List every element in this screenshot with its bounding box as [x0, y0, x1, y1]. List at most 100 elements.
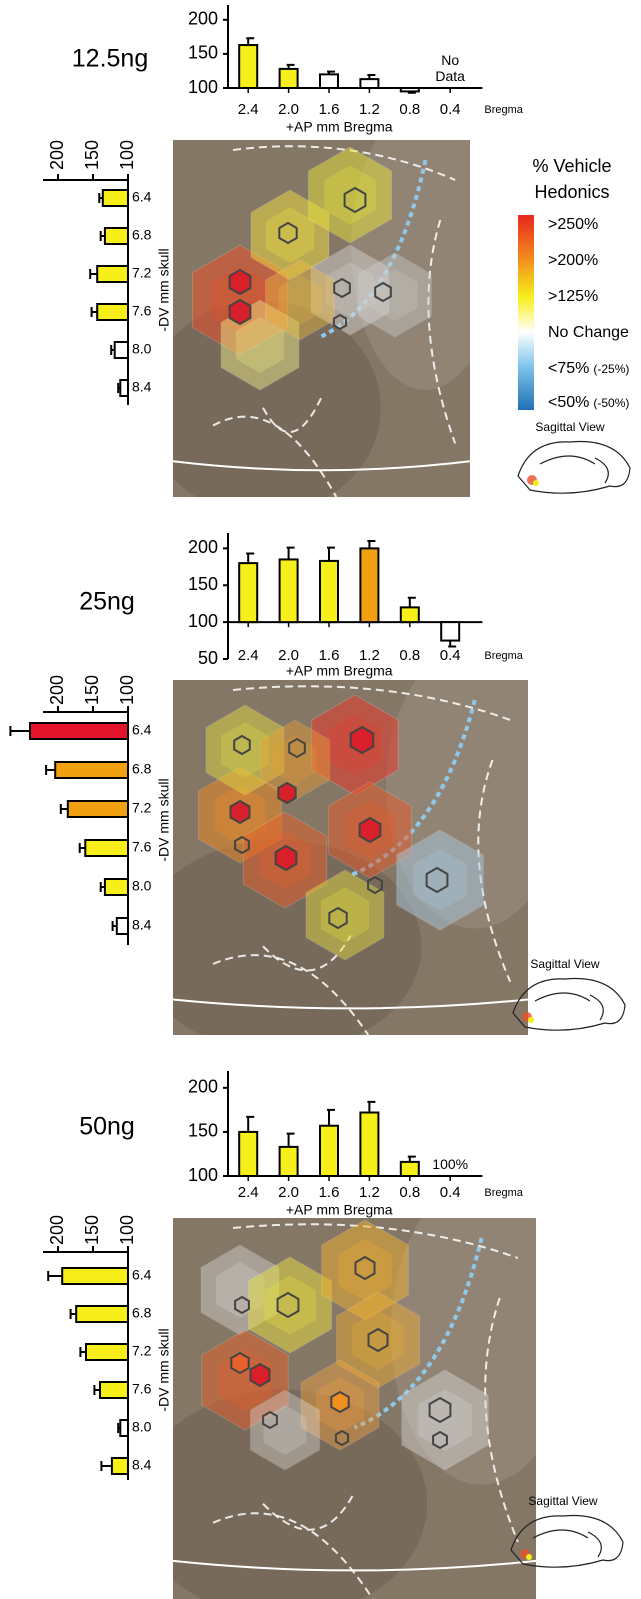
y-tick-label: 100 — [188, 1165, 218, 1185]
annotation: 100% — [426, 1156, 474, 1172]
sagittal-brain — [535, 993, 603, 1020]
y-tick-label: 8.4 — [132, 917, 152, 933]
y-tick-label: 7.2 — [132, 1343, 152, 1359]
site-center — [351, 727, 374, 753]
bar — [55, 762, 128, 778]
x-tick-label: 0.4 — [440, 1184, 461, 1201]
bar — [441, 622, 459, 640]
y-tick-label: 6.4 — [132, 1267, 152, 1283]
legend-label: <75% — [548, 360, 589, 377]
error-bar — [367, 541, 375, 548]
bar — [401, 1162, 419, 1176]
bar — [97, 266, 128, 282]
x-tick-label: 0.8 — [399, 647, 420, 664]
y-tick-label: 7.2 — [132, 800, 152, 816]
x-tick-label: 2.4 — [238, 1184, 259, 1201]
y-tick-label: 6.4 — [132, 722, 152, 738]
site-center — [231, 1353, 248, 1373]
error-bar — [287, 1134, 295, 1147]
site-center — [331, 1392, 348, 1412]
y-tick-label: 6.8 — [132, 227, 152, 243]
error-bar — [287, 548, 295, 560]
legend-sublabel: (-25%) — [593, 362, 629, 376]
x-unit-label: Bregma — [484, 104, 523, 116]
brain-map — [137, 1180, 573, 1599]
bar — [360, 79, 378, 88]
error-bar — [246, 1117, 254, 1132]
legend-label: >250% — [548, 216, 598, 233]
page: {"chart_data": [ {"type": "bar", "title"… — [0, 0, 641, 1599]
bar — [280, 1147, 298, 1176]
error-bar — [327, 1110, 335, 1126]
legend-title: % Vehicle — [532, 156, 611, 176]
legend-label: >125% — [548, 288, 598, 305]
x-tick-label: 150 — [82, 140, 102, 170]
bar — [120, 1420, 128, 1436]
bar — [117, 918, 128, 934]
x-tick-label: 2.4 — [238, 101, 259, 118]
x-tick-label: 2.0 — [278, 647, 299, 664]
bar — [112, 1458, 128, 1474]
bar — [401, 88, 419, 91]
x-tick-label: 1.6 — [319, 647, 340, 664]
legend-label: <50% — [548, 394, 589, 411]
y-tick-label: 6.8 — [132, 761, 152, 777]
x-tick-label: 150 — [82, 1215, 102, 1245]
bar — [68, 801, 128, 817]
x-tick-label: 2.0 — [278, 1184, 299, 1201]
dose-label: 50ng — [79, 1113, 135, 1141]
bar — [320, 561, 338, 622]
bar — [239, 45, 257, 88]
y-tick-label: 150 — [188, 1121, 218, 1141]
figure: % Vehicle Hedonics Sagittal View Sagittal… — [0, 0, 641, 1599]
error-bar — [48, 1271, 62, 1281]
x-tick-label: 0.8 — [399, 1184, 420, 1201]
x-tick-label: 150 — [82, 675, 102, 705]
bar — [105, 228, 128, 244]
legend-label: >200% — [548, 252, 598, 269]
site-center — [230, 300, 251, 324]
map-shade — [351, 104, 500, 390]
y-tick-label: 150 — [188, 43, 218, 63]
x-tick-label: 100 — [117, 675, 137, 705]
y-tick-label: 150 — [188, 574, 218, 594]
legend-title: Hedonics — [534, 182, 609, 202]
site-center — [251, 1364, 270, 1386]
site-center — [276, 846, 297, 870]
x-tick-label: 2.0 — [278, 101, 299, 118]
sagittal-label: Sagittal View — [535, 420, 604, 434]
x-tick-label: 1.2 — [359, 101, 380, 118]
sagittal-label: Sagittal View — [530, 957, 599, 971]
bar — [401, 607, 419, 622]
bar — [76, 1306, 128, 1322]
x-tick-label: 100 — [117, 140, 137, 170]
x-tick-label: 100 — [117, 1215, 137, 1245]
x-tick-label: 0.8 — [399, 101, 420, 118]
x-axis-title: +AP mm Bregma — [286, 1202, 393, 1218]
bar — [280, 559, 298, 622]
bar — [85, 840, 128, 856]
bar — [103, 190, 128, 206]
x-tick-label: 0.4 — [440, 101, 461, 118]
x-tick-label: 1.6 — [319, 1184, 340, 1201]
x-tick-label: 1.6 — [319, 101, 340, 118]
bar — [239, 1132, 257, 1176]
y-tick-label: 200 — [188, 1077, 218, 1097]
error-bar — [90, 269, 97, 279]
x-tick-label: 2.4 — [238, 647, 259, 664]
annotation: No Data — [426, 52, 474, 84]
site-center — [230, 270, 251, 294]
error-bar — [246, 38, 254, 45]
y-tick-label: 8.4 — [132, 379, 152, 395]
bar — [62, 1268, 128, 1284]
bar — [120, 380, 128, 396]
y-tick-label: 8.0 — [132, 878, 152, 894]
brain-map — [138, 645, 564, 1053]
y-tick-label: 7.6 — [132, 1381, 152, 1397]
y-axis-title: -DV mm skull — [156, 778, 172, 861]
bar — [86, 1344, 128, 1360]
sagittal-site — [526, 1554, 532, 1560]
y-tick-label: 7.6 — [132, 303, 152, 319]
x-tick-label: 200 — [47, 675, 67, 705]
bar — [360, 1113, 378, 1176]
